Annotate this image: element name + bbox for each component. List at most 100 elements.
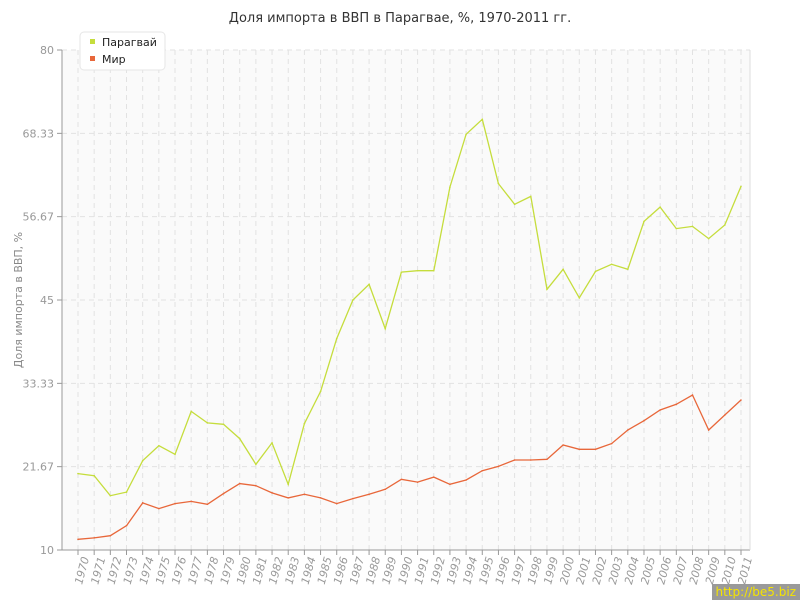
data-point bbox=[368, 283, 370, 286]
data-point bbox=[368, 493, 370, 496]
data-point bbox=[481, 469, 484, 472]
data-point bbox=[481, 118, 484, 121]
data-point bbox=[384, 488, 387, 491]
y-tick-label: 10 bbox=[40, 544, 54, 557]
y-axis-label: Доля импорта в ВВП, % bbox=[12, 232, 25, 368]
series-line-world bbox=[77, 394, 742, 540]
data-point bbox=[594, 270, 597, 273]
y-tick-label: 45 bbox=[40, 294, 54, 307]
data-point bbox=[255, 463, 257, 466]
y-tick-label: 21.67 bbox=[23, 461, 55, 474]
data-point bbox=[691, 225, 694, 228]
data-point bbox=[416, 481, 419, 483]
data-point bbox=[352, 299, 354, 301]
data-point bbox=[513, 203, 516, 206]
data-point bbox=[659, 409, 661, 411]
data-point bbox=[432, 269, 435, 272]
legend: Парагвай Мир bbox=[79, 31, 166, 71]
data-point bbox=[627, 429, 629, 431]
data-point bbox=[724, 224, 726, 226]
data-point bbox=[594, 448, 597, 451]
data-point bbox=[93, 474, 95, 477]
data-point bbox=[578, 297, 581, 299]
data-point bbox=[109, 494, 112, 497]
data-point bbox=[465, 479, 467, 481]
y-tick-label: 33.33 bbox=[23, 377, 55, 390]
data-point bbox=[400, 478, 403, 481]
data-point bbox=[529, 459, 532, 461]
data-point bbox=[335, 337, 338, 340]
data-point bbox=[319, 390, 322, 393]
data-point bbox=[93, 537, 95, 539]
data-point bbox=[158, 444, 160, 447]
data-point bbox=[206, 503, 209, 506]
data-point bbox=[578, 448, 581, 451]
data-point bbox=[319, 497, 322, 499]
data-point bbox=[190, 500, 192, 503]
y-tick-label: 68.33 bbox=[23, 127, 55, 140]
data-point bbox=[384, 327, 387, 330]
data-point bbox=[416, 269, 419, 272]
legend-label-world: Мир bbox=[102, 53, 126, 66]
y-tick-label: 80 bbox=[40, 44, 54, 57]
data-point bbox=[255, 484, 257, 487]
data-point bbox=[141, 459, 144, 462]
data-point bbox=[562, 444, 564, 446]
data-point bbox=[206, 422, 209, 424]
y-tick-label: 56.67 bbox=[23, 211, 55, 224]
data-point bbox=[222, 423, 225, 426]
chart-title: Доля импорта в ВВП в Парагвае, %, 1970-2… bbox=[229, 11, 571, 26]
data-point bbox=[400, 271, 403, 273]
data-point bbox=[627, 268, 629, 271]
data-point bbox=[303, 422, 306, 425]
data-point bbox=[109, 534, 112, 537]
data-point bbox=[287, 497, 290, 499]
data-point bbox=[529, 195, 532, 198]
data-point bbox=[271, 492, 273, 494]
data-point bbox=[497, 465, 500, 468]
watermark: http://be5.biz bbox=[711, 584, 800, 600]
legend-swatch-world bbox=[90, 56, 95, 61]
data-point bbox=[659, 206, 661, 208]
data-point bbox=[335, 502, 338, 505]
data-point bbox=[77, 472, 79, 475]
data-point bbox=[287, 483, 290, 486]
data-point bbox=[158, 507, 160, 510]
data-point bbox=[675, 227, 678, 230]
data-point bbox=[449, 186, 451, 188]
data-point bbox=[546, 458, 548, 461]
data-point bbox=[707, 429, 710, 431]
data-point bbox=[740, 399, 742, 401]
data-point bbox=[238, 437, 241, 440]
data-point bbox=[352, 497, 354, 500]
data-point bbox=[77, 538, 79, 541]
data-point bbox=[141, 502, 144, 504]
data-point bbox=[691, 394, 694, 396]
data-point bbox=[125, 524, 128, 527]
series-line-paraguay bbox=[77, 118, 742, 497]
legend-swatch-paraguay bbox=[90, 39, 95, 44]
data-point bbox=[449, 483, 451, 486]
data-point bbox=[513, 459, 516, 461]
data-point bbox=[546, 288, 548, 291]
data-point bbox=[707, 237, 710, 240]
data-point bbox=[174, 453, 176, 456]
data-point bbox=[465, 133, 467, 136]
data-point bbox=[724, 414, 726, 416]
data-point bbox=[125, 491, 128, 493]
data-point bbox=[303, 493, 306, 496]
data-point bbox=[432, 476, 435, 478]
data-point bbox=[643, 220, 645, 223]
data-point bbox=[174, 502, 176, 505]
data-point bbox=[497, 182, 500, 185]
data-point bbox=[190, 410, 192, 413]
data-point bbox=[675, 403, 678, 406]
data-point bbox=[238, 482, 241, 485]
data-point bbox=[271, 442, 273, 444]
data-point bbox=[610, 442, 613, 445]
data-point bbox=[562, 268, 564, 271]
legend-label-paraguay: Парагвай bbox=[102, 36, 157, 49]
data-point bbox=[222, 492, 225, 495]
data-point bbox=[643, 419, 645, 422]
data-point bbox=[610, 263, 613, 266]
